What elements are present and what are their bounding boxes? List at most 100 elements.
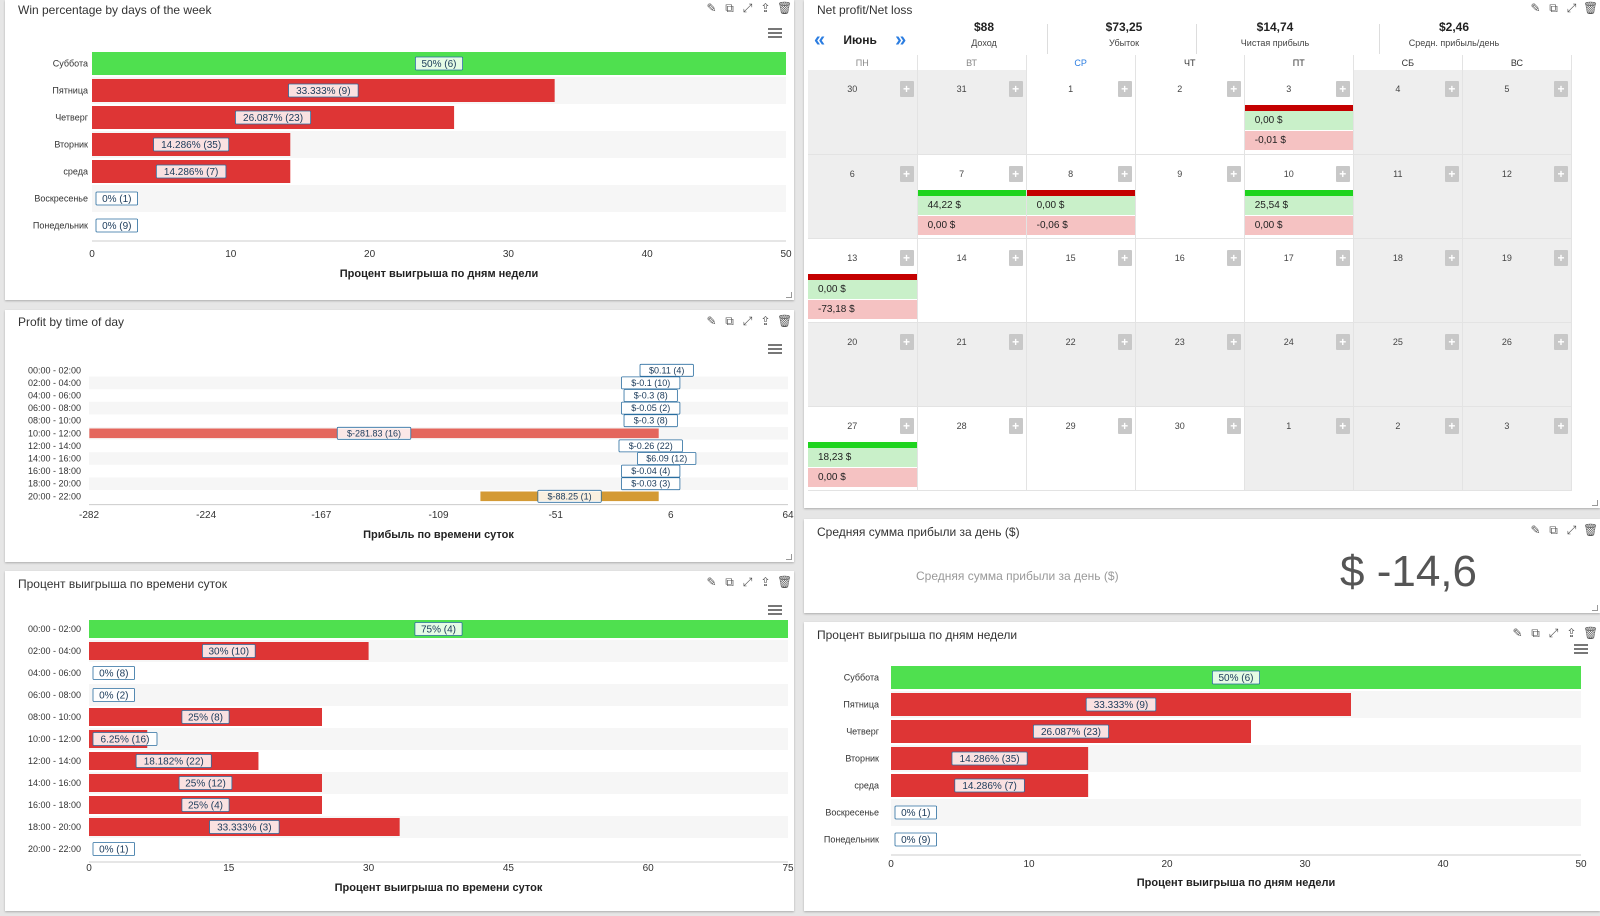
delete-icon[interactable]: 🗑	[777, 1, 793, 15]
calendar-day[interactable]: 21	[917, 322, 1027, 407]
calendar-day[interactable]: 5	[1462, 70, 1573, 155]
copy-icon[interactable]: ⧉	[725, 314, 734, 328]
chart-menu-icon[interactable]	[768, 605, 782, 615]
chart-menu-icon[interactable]	[1574, 644, 1588, 654]
add-note-icon[interactable]	[1554, 81, 1568, 97]
calendar-day[interactable]: 1	[1244, 406, 1354, 491]
add-note-icon[interactable]	[1226, 165, 1241, 182]
add-note-icon[interactable]	[1226, 249, 1241, 266]
add-note-icon[interactable]	[1554, 333, 1568, 350]
calendar-day[interactable]: 11	[1353, 154, 1463, 239]
calendar-day[interactable]: 31	[917, 70, 1027, 155]
calendar-day[interactable]: 3	[1462, 406, 1573, 491]
resize-handle[interactable]	[786, 554, 792, 560]
calendar-day[interactable]: 2	[1353, 406, 1463, 491]
expand-icon[interactable]: ⤢	[1548, 626, 1559, 640]
add-note-icon[interactable]	[1226, 81, 1241, 97]
delete-icon[interactable]: 🗑	[777, 575, 793, 589]
calendar-day[interactable]: 14	[917, 238, 1027, 323]
add-note-icon[interactable]	[1444, 165, 1459, 182]
prev-month-icon[interactable]: «	[814, 29, 826, 51]
add-note-icon[interactable]	[899, 417, 914, 434]
calendar-day[interactable]: 27 18,23 $0,00 $	[808, 406, 918, 491]
add-note-icon[interactable]	[1117, 417, 1132, 434]
calendar-day[interactable]: 28	[917, 406, 1027, 491]
add-note-icon[interactable]	[1444, 249, 1459, 266]
copy-icon[interactable]: ⧉	[725, 575, 734, 589]
resize-handle[interactable]	[1592, 500, 1598, 506]
copy-icon[interactable]: ⧉	[1549, 1, 1558, 15]
edit-icon[interactable]: ✎	[706, 314, 717, 328]
edit-icon[interactable]: ✎	[1530, 523, 1541, 537]
calendar-day[interactable]: 24	[1244, 322, 1354, 407]
expand-icon[interactable]: ⤢	[1566, 1, 1577, 15]
calendar-day[interactable]: 1	[1026, 70, 1136, 155]
share-icon[interactable]: ⇪	[760, 575, 771, 589]
copy-icon[interactable]: ⧉	[1549, 523, 1558, 537]
add-note-icon[interactable]	[1008, 165, 1023, 182]
add-note-icon[interactable]	[1444, 81, 1459, 97]
share-icon[interactable]: ⇪	[760, 1, 771, 15]
calendar-day[interactable]: 2	[1135, 70, 1245, 155]
delete-icon[interactable]: 🗑	[1583, 1, 1599, 15]
add-note-icon[interactable]	[1335, 81, 1350, 97]
share-icon[interactable]: ⇪	[760, 314, 771, 328]
add-note-icon[interactable]	[1444, 417, 1459, 434]
add-note-icon[interactable]	[1554, 165, 1568, 182]
calendar-day[interactable]: 6	[808, 154, 918, 239]
calendar-day[interactable]: 4	[1353, 70, 1463, 155]
share-icon[interactable]: ⇪	[1566, 626, 1577, 640]
next-month-icon[interactable]: »	[895, 29, 907, 51]
calendar-day[interactable]: 16	[1135, 238, 1245, 323]
expand-icon[interactable]: ⤢	[742, 575, 753, 589]
add-note-icon[interactable]	[1008, 81, 1023, 97]
add-note-icon[interactable]	[1226, 333, 1241, 350]
add-note-icon[interactable]	[1335, 333, 1350, 350]
add-note-icon[interactable]	[1554, 249, 1568, 266]
calendar-day[interactable]: 18	[1353, 238, 1463, 323]
add-note-icon[interactable]	[1117, 249, 1132, 266]
add-note-icon[interactable]	[1117, 81, 1132, 97]
add-note-icon[interactable]	[1008, 333, 1023, 350]
calendar-day[interactable]: 13 0,00 $-73,18 $	[808, 238, 918, 323]
edit-icon[interactable]: ✎	[1530, 1, 1541, 15]
add-note-icon[interactable]	[1335, 165, 1350, 182]
add-note-icon[interactable]	[1117, 165, 1132, 182]
edit-icon[interactable]: ✎	[1512, 626, 1523, 640]
delete-icon[interactable]: 🗑	[777, 314, 793, 328]
calendar-day[interactable]: 22	[1026, 322, 1136, 407]
calendar-day[interactable]: 3 0,00 $-0,01 $	[1244, 70, 1354, 155]
add-note-icon[interactable]	[899, 81, 914, 97]
calendar-day[interactable]: 23	[1135, 322, 1245, 407]
add-note-icon[interactable]	[1226, 417, 1241, 434]
edit-icon[interactable]: ✎	[706, 575, 717, 589]
calendar-day[interactable]: 8 0,00 $-0,06 $	[1026, 154, 1136, 239]
delete-icon[interactable]: 🗑	[1583, 523, 1599, 537]
calendar-day[interactable]: 10 25,54 $0,00 $	[1244, 154, 1354, 239]
add-note-icon[interactable]	[1117, 333, 1132, 350]
calendar-day[interactable]: 12	[1462, 154, 1573, 239]
calendar-day[interactable]: 9	[1135, 154, 1245, 239]
calendar-day[interactable]: 30	[808, 70, 918, 155]
calendar-day[interactable]: 20	[808, 322, 918, 407]
calendar-day[interactable]: 30	[1135, 406, 1245, 491]
edit-icon[interactable]: ✎	[706, 1, 717, 15]
delete-icon[interactable]: 🗑	[1583, 626, 1599, 640]
copy-icon[interactable]: ⧉	[725, 1, 734, 15]
add-note-icon[interactable]	[1444, 333, 1459, 350]
add-note-icon[interactable]	[1008, 417, 1023, 434]
add-note-icon[interactable]	[1554, 417, 1568, 434]
calendar-day[interactable]: 19	[1462, 238, 1573, 323]
add-note-icon[interactable]	[899, 249, 914, 266]
add-note-icon[interactable]	[1008, 249, 1023, 266]
calendar-day[interactable]: 17	[1244, 238, 1354, 323]
add-note-icon[interactable]	[1335, 249, 1350, 266]
calendar-day[interactable]: 26	[1462, 322, 1573, 407]
add-note-icon[interactable]	[899, 333, 914, 350]
copy-icon[interactable]: ⧉	[1531, 626, 1540, 640]
resize-handle[interactable]	[786, 292, 792, 298]
resize-handle[interactable]	[1592, 605, 1598, 611]
calendar-day[interactable]: 25	[1353, 322, 1463, 407]
chart-menu-icon[interactable]	[768, 344, 782, 354]
calendar-day[interactable]: 7 44,22 $0,00 $	[917, 154, 1027, 239]
